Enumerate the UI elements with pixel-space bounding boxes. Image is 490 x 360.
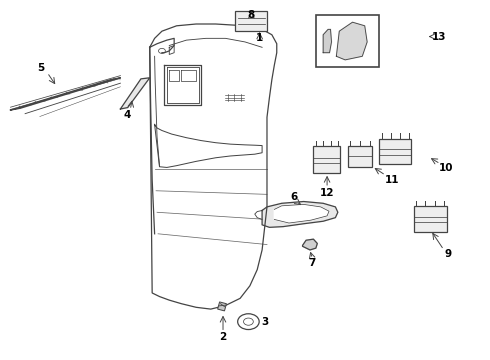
Text: 12: 12	[320, 188, 334, 198]
Text: 8: 8	[248, 10, 255, 20]
Text: 3: 3	[261, 317, 268, 327]
Bar	[414, 206, 447, 232]
Polygon shape	[303, 239, 318, 250]
Bar	[316, 15, 379, 67]
Text: 9: 9	[444, 249, 451, 259]
Bar	[347, 146, 372, 167]
Polygon shape	[262, 202, 338, 227]
Polygon shape	[218, 302, 226, 311]
Text: 11: 11	[384, 175, 399, 185]
Text: 6: 6	[290, 192, 297, 202]
Text: 10: 10	[439, 163, 454, 173]
Text: 2: 2	[220, 332, 227, 342]
Text: 13: 13	[432, 32, 447, 41]
Text: 4: 4	[123, 110, 130, 120]
Polygon shape	[121, 78, 150, 109]
Bar	[314, 146, 340, 173]
Polygon shape	[10, 78, 121, 110]
Bar	[379, 139, 411, 164]
Bar	[235, 12, 267, 31]
Text: 5: 5	[37, 63, 45, 73]
Text: 7: 7	[309, 258, 316, 268]
Polygon shape	[336, 22, 367, 60]
Text: 1: 1	[256, 33, 263, 42]
Polygon shape	[274, 204, 329, 223]
Polygon shape	[323, 30, 331, 53]
